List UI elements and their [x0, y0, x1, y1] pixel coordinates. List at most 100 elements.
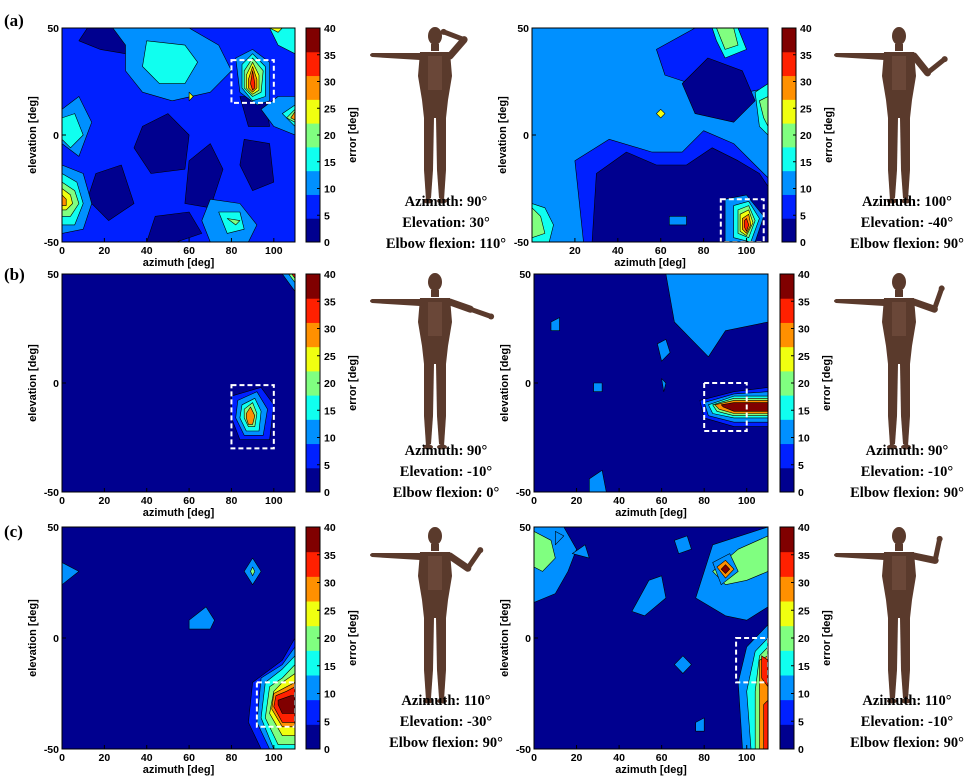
x-tick-label: 20	[571, 495, 583, 507]
colorbar-tick-label: 30	[324, 77, 336, 89]
colorbar-segment	[306, 419, 320, 445]
figure-chest-highlight	[428, 302, 442, 336]
colorbar-tick-label: 35	[798, 296, 810, 308]
x-tick-label: 20	[99, 752, 111, 764]
figure-arm-horizontal	[370, 299, 420, 306]
x-tick-label: 80	[698, 752, 710, 764]
human-figure	[370, 27, 468, 204]
figure-upper-arm	[446, 298, 474, 313]
contour-region	[720, 402, 768, 412]
contour-region	[657, 339, 671, 362]
colorbar-tick-label: 5	[324, 460, 330, 472]
colorbar-segment	[306, 699, 320, 725]
x-tick-label: 40	[141, 752, 153, 764]
y-tick-label: 0	[53, 378, 59, 390]
figure-head	[892, 273, 906, 291]
colorbar-tick-label: 25	[324, 605, 336, 617]
colorbar-segment	[780, 601, 794, 627]
figure-leg-left	[424, 618, 434, 700]
figure-foot-right	[437, 444, 447, 450]
caption-azimuth: Azimuth: 110°	[401, 693, 491, 709]
caption-azimuth: Azimuth: 90°	[404, 443, 488, 459]
figure-forearm	[467, 306, 494, 320]
figure-arm-horizontal	[834, 299, 884, 306]
contour-region	[239, 139, 275, 191]
colorbar-segment	[306, 274, 320, 299]
colorbar-segment	[306, 75, 320, 100]
figure-foot-left	[887, 698, 897, 704]
colorbar-tick-label: 0	[324, 744, 330, 756]
caption-elevation: Elevation: -10°	[860, 464, 954, 480]
colorbar-tick-label: 35	[798, 550, 810, 562]
colorbar-label: error [deg]	[347, 107, 359, 163]
colorbar-segment	[782, 123, 796, 148]
figure-torso	[418, 52, 452, 118]
contour-region	[554, 531, 565, 546]
contour-region	[681, 57, 756, 123]
figure-leg-left	[888, 618, 898, 700]
contour-region	[744, 218, 750, 232]
contour-region	[62, 562, 80, 586]
colorbar-tick-label: 20	[798, 633, 810, 645]
figure-head	[892, 27, 906, 45]
highlight-box	[230, 59, 275, 104]
figure-chest-highlight	[428, 556, 442, 590]
colorbar-segment	[306, 443, 320, 469]
figure-torso	[882, 552, 916, 618]
contour-region	[695, 717, 705, 732]
y-axis-label: elevation [deg]	[499, 599, 511, 677]
figure-foot-left	[423, 198, 433, 204]
contour-region	[716, 28, 739, 50]
colorbar-tick-label: 0	[798, 487, 804, 499]
x-tick-label: 60	[656, 752, 668, 764]
colorbar-segment	[306, 123, 320, 148]
x-tick-label: 80	[226, 245, 238, 257]
colorbar-tick-label: 20	[324, 130, 336, 142]
contour-region	[532, 207, 546, 238]
caption-c-left: Azimuth: 110° Elevation: -30° Elbow flex…	[376, 691, 516, 754]
colorbar-tick-label: 0	[324, 237, 330, 249]
row-label-c: (c)	[4, 522, 23, 541]
highlight-box	[230, 384, 275, 450]
colorbar-segment	[306, 551, 320, 577]
contour-region	[133, 113, 190, 174]
figure-hand	[440, 28, 447, 35]
colorbar-tick-label: 5	[324, 210, 330, 222]
figure-torso	[882, 52, 916, 118]
colorbar-tick-label: 15	[324, 661, 336, 673]
x-tick-label: 100	[265, 245, 283, 257]
figure-neck	[431, 290, 439, 297]
x-tick-label: 60	[183, 495, 195, 507]
figure-chest-highlight	[428, 56, 442, 90]
x-tick-label: 60	[183, 245, 195, 257]
figure-leg-right	[900, 364, 910, 446]
colorbar-segment	[306, 675, 320, 701]
caption-elevation: Elevation: -40°	[860, 215, 954, 231]
colorbar-tick-label: 30	[324, 324, 336, 336]
colorbar-tick-label: 0	[800, 237, 806, 249]
figure-torso	[418, 552, 452, 618]
x-tick-label: 0	[59, 245, 65, 257]
colorbar-segment	[780, 527, 794, 553]
x-tick-label: 100	[738, 495, 756, 507]
colorbar-tick-label: 40	[324, 522, 336, 534]
colorbar-segment	[780, 625, 794, 651]
y-axis-label: elevation [deg]	[27, 599, 39, 677]
figure-upper-arm	[446, 36, 468, 60]
figure-leg-right	[436, 364, 446, 446]
x-axis-label: azimuth [deg]	[614, 257, 686, 269]
contour-region	[184, 143, 224, 209]
y-tick-label: -50	[514, 237, 529, 249]
figure-chest-highlight	[892, 56, 906, 90]
figure-head	[428, 27, 442, 45]
contour-region	[661, 378, 667, 393]
colorbar-segment	[306, 170, 320, 195]
x-tick-label: 100	[738, 752, 756, 764]
caption-elbow-flexion: Elbow flexion: 90°	[389, 735, 503, 751]
contour-background	[62, 274, 295, 492]
figure-torso	[882, 298, 916, 364]
colorbar-label: error [deg]	[347, 355, 359, 411]
